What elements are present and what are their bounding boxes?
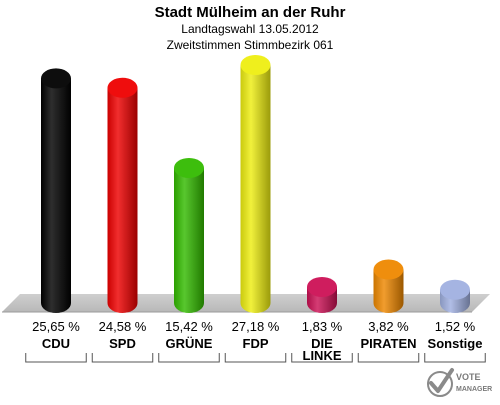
bar-top-cap xyxy=(240,55,271,75)
chart-subtitle-date: Landtagswahl 13.05.2012 xyxy=(181,22,319,36)
category-label: CDU xyxy=(42,336,70,351)
bar-grüne xyxy=(174,157,204,313)
bar-top-cap xyxy=(174,157,204,178)
category-bracket xyxy=(224,353,287,363)
category-label: LINKE xyxy=(303,348,342,363)
bars-layer xyxy=(41,55,470,313)
category-label: GRÜNE xyxy=(166,336,213,351)
bar-fdp xyxy=(240,55,271,313)
chart-subtitle-district: Zweitstimmen Stimmbezirk 061 xyxy=(167,38,334,52)
value-label: 27,18 % xyxy=(232,319,280,334)
logo-line-1: VOTE xyxy=(456,372,481,382)
category-label: PIRATEN xyxy=(360,336,416,351)
category-bracket xyxy=(291,353,353,363)
category-bracket xyxy=(357,353,420,363)
labels-layer: 25,65 % CDU 24,58 % SPD 15,42 % GRÜNE 27,18 % F… xyxy=(25,319,486,363)
value-label: 1,52 % xyxy=(435,319,476,334)
category-label: SPD xyxy=(109,336,136,351)
vote-manager-logo: VOTE MANAGER xyxy=(427,368,492,397)
value-label: 25,65 % xyxy=(32,319,80,334)
value-label: 15,42 % xyxy=(165,319,213,334)
category-bracket xyxy=(25,353,87,363)
checkmark-logo-icon xyxy=(427,368,454,397)
logo-line-2: MANAGER xyxy=(456,386,492,393)
bar-cdu xyxy=(41,68,71,313)
bar-sonstige xyxy=(440,279,470,313)
chart-title: Stadt Mülheim an der Ruhr xyxy=(155,4,346,21)
category-label: Sonstige xyxy=(428,336,483,351)
bar-body xyxy=(107,87,138,313)
bar-piraten xyxy=(373,259,404,313)
value-label: 24,58 % xyxy=(99,319,147,334)
category-bracket xyxy=(158,353,220,363)
bar-top-cap xyxy=(440,279,470,300)
category-bracket xyxy=(91,353,154,363)
category-label: FDP xyxy=(243,336,269,351)
bar-top-cap xyxy=(107,77,138,98)
bar-body xyxy=(41,78,71,313)
bar-top-cap xyxy=(41,68,71,89)
bar-spd xyxy=(107,77,138,313)
bar-body xyxy=(240,65,271,313)
bar-die-linke xyxy=(307,276,337,313)
bar-body xyxy=(174,167,204,313)
bar-body xyxy=(373,269,404,313)
bar-top-cap xyxy=(373,259,404,280)
category-label: DIE xyxy=(311,336,333,351)
category-bracket xyxy=(424,353,486,363)
bar-top-cap xyxy=(307,276,337,297)
value-label: 3,82 % xyxy=(368,319,409,334)
value-label: 1,83 % xyxy=(302,319,343,334)
